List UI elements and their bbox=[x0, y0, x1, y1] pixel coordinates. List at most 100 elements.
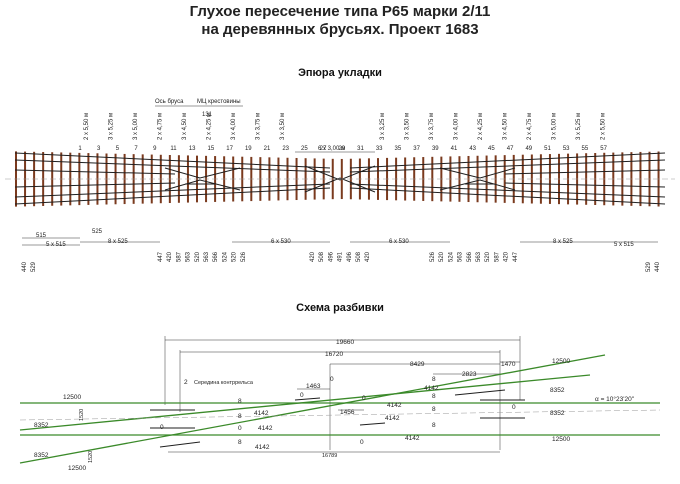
len-12500-right-upper: 12500 bbox=[552, 358, 570, 365]
tie-number: 57 bbox=[600, 146, 607, 152]
spacing-group-label: 3 x 4,00 м bbox=[231, 113, 237, 140]
layout-scheme: 19660 16720 8429 1470 2823 1463 1456 167… bbox=[19, 336, 661, 472]
tie-number: 15 bbox=[208, 146, 215, 152]
len-4142-7: 4142 bbox=[255, 444, 270, 451]
dim-8429: 8429 bbox=[410, 361, 425, 368]
len-4142-2: 4142 bbox=[254, 410, 269, 417]
rail-left-upper-inner bbox=[14, 159, 331, 173]
tie-number: 39 bbox=[432, 146, 439, 152]
tie-numbers: 1 3 5 7 9 11 13 15 17 19 21 23 25 27 29 31 33 35 37 39 41 43 4… bbox=[78, 146, 607, 152]
mark-0-c: 0 bbox=[300, 392, 304, 399]
section2-heading: Схема разбивки bbox=[296, 302, 384, 314]
obtuse-frog-center bbox=[304, 165, 376, 193]
len-12500-right-lower: 12500 bbox=[552, 436, 570, 443]
tie-spacing-value: 566 bbox=[467, 251, 473, 262]
spacing-group-label: 3 x 4,50 м bbox=[182, 113, 188, 140]
rail-right-mid-1 bbox=[504, 169, 666, 175]
tie-number: 11 bbox=[170, 146, 177, 152]
dim-5x515-left: 5 x 515 bbox=[46, 242, 66, 248]
tie-spacing-value: 563 bbox=[186, 251, 192, 262]
tie-number: 27 bbox=[320, 146, 327, 152]
note-frog: МЦ крестовины bbox=[197, 99, 241, 105]
tie-number: 49 bbox=[525, 146, 532, 152]
rail-left-upper-outer bbox=[14, 152, 331, 169]
spacing-group-label: 2 x 5,50 м bbox=[84, 113, 90, 140]
dim-2823: 2823 bbox=[462, 371, 477, 378]
rail-right-upper-outer bbox=[349, 152, 666, 169]
tie-number: 51 bbox=[544, 146, 551, 152]
mark-0-a: 0 bbox=[160, 424, 164, 431]
rail-left-mid-2 bbox=[14, 182, 176, 188]
gauge-1520-lower: 1520 bbox=[88, 451, 94, 463]
track-diverge-up-2 bbox=[19, 374, 591, 431]
len-4142-6: 4142 bbox=[405, 435, 420, 442]
tie-number: 21 bbox=[264, 146, 271, 152]
mark-8-e: 8 bbox=[432, 393, 436, 400]
tie-spacing-value: 491 bbox=[338, 251, 344, 262]
tie-spacing-value: 420 bbox=[167, 251, 173, 262]
rail-right-mid-2 bbox=[504, 182, 666, 188]
tie-spacing-value: 587 bbox=[176, 251, 182, 262]
spacing-group-label: 3 x 3,50 м bbox=[405, 113, 411, 140]
spacing-group-label: 3 x 4,50 м bbox=[503, 113, 509, 140]
mark-0-e: 0 bbox=[330, 376, 334, 383]
angle-label: α = 10°23'20'' bbox=[595, 395, 634, 403]
len-4142-1: 4142 bbox=[424, 385, 439, 392]
tie-spacing-value: 566 bbox=[213, 251, 219, 262]
spacing-group-label: 2 x 4,25 м bbox=[207, 113, 213, 140]
tie-spacing-value: 508 bbox=[319, 251, 325, 262]
dim-6x530-right: 6 x 530 bbox=[389, 239, 409, 245]
tie-spacing-value: 447 bbox=[158, 251, 164, 262]
tie-number: 3 bbox=[97, 146, 101, 152]
spacing-group-label: 2 x 4,25 м bbox=[478, 113, 484, 140]
rail-left-lower-inner bbox=[14, 183, 331, 198]
rail-right-upper-inner bbox=[349, 159, 666, 173]
spacing-group-label: 2 x 5,50 м bbox=[601, 113, 607, 140]
dim-8x525-left: 8 x 525 bbox=[108, 239, 128, 245]
spacing-group-label: 2 x 4,75 м bbox=[158, 113, 164, 140]
len-12500-left-upper: 12500 bbox=[63, 394, 81, 401]
len-8352-left-lower: 8352 bbox=[34, 452, 49, 459]
dim-8x525-right: 8 x 525 bbox=[553, 239, 573, 245]
tie-spacing-value: 524 bbox=[448, 251, 454, 262]
tie-number: 13 bbox=[189, 146, 196, 152]
tie-spacing-value: 447 bbox=[513, 251, 519, 262]
dim-515: 515 bbox=[36, 233, 47, 239]
rail-right-lower-inner bbox=[349, 183, 666, 198]
tie-spacing-value: 420 bbox=[365, 251, 371, 262]
mark-8-c: 8 bbox=[238, 439, 242, 446]
tie-spacing-value: 526 bbox=[241, 251, 247, 262]
mark-2: 2 bbox=[184, 379, 188, 386]
tie-number: 9 bbox=[153, 146, 157, 152]
mark-0-b: 0 bbox=[238, 425, 242, 432]
spacing-group-label: 3 x 5,25 м bbox=[109, 113, 115, 140]
tie-number: 35 bbox=[395, 146, 402, 152]
mark-0-d: 0 bbox=[362, 395, 366, 402]
tie-number: 17 bbox=[226, 146, 233, 152]
frog-right bbox=[439, 167, 516, 191]
spacing-group-label: 3 x 5,00 м bbox=[552, 113, 558, 140]
len-4142-3: 4142 bbox=[387, 402, 402, 409]
tie-spacing-value: 520 bbox=[195, 251, 201, 262]
tie-number: 47 bbox=[507, 146, 514, 152]
mark-0-g: 0 bbox=[360, 439, 364, 446]
note-131: 131 bbox=[202, 112, 213, 118]
tie-number: 31 bbox=[357, 146, 364, 152]
tie-spacing-value: 520 bbox=[485, 251, 491, 262]
tie-number: 7 bbox=[134, 146, 138, 152]
frog-left bbox=[164, 167, 241, 191]
mark-8-d: 8 bbox=[432, 376, 436, 383]
tie-spacing-value: 508 bbox=[356, 251, 362, 262]
tie-number: 29 bbox=[338, 146, 345, 152]
dim-16720: 16720 bbox=[325, 351, 343, 358]
dim-16789: 16789 bbox=[322, 453, 337, 459]
len-8352-left-upper: 8352 bbox=[34, 422, 49, 429]
tie-spacing-value: 587 bbox=[494, 251, 500, 262]
len-4142-5: 4142 bbox=[385, 415, 400, 422]
rail-left-lower-outer bbox=[14, 187, 331, 205]
spacing-group-label: 3 x 3,25 м bbox=[380, 113, 386, 140]
mark-0-f: 0 bbox=[512, 404, 516, 411]
tie-number: 33 bbox=[376, 146, 383, 152]
rail-left-mid-1 bbox=[14, 169, 176, 175]
